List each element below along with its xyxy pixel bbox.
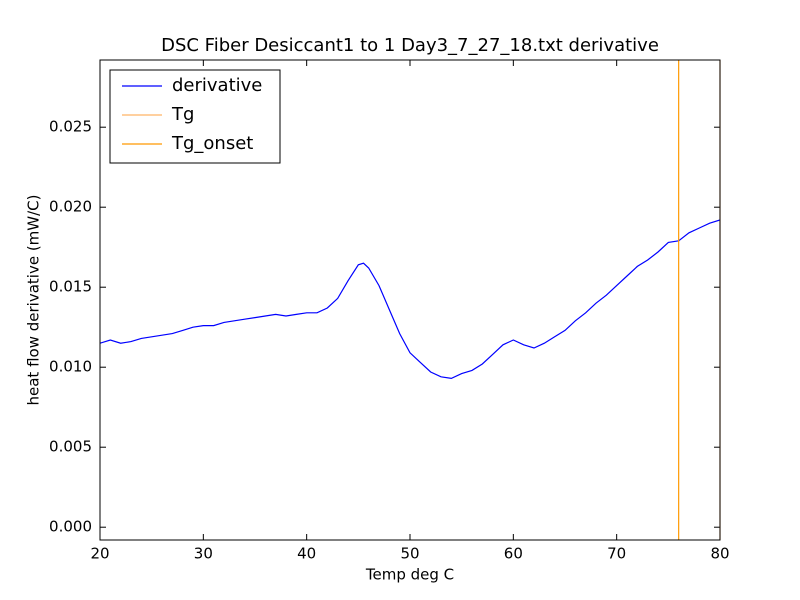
x-tick-label: 20	[90, 545, 109, 563]
chart-title: DSC Fiber Desiccant1 to 1 Day3_7_27_18.t…	[161, 35, 659, 56]
legend-label: derivative	[172, 75, 262, 96]
x-tick-label: 30	[194, 545, 213, 563]
data-line	[100, 219, 720, 380]
x-tick-label: 80	[710, 545, 729, 563]
legend-label: Tg_onset	[171, 133, 253, 154]
x-axis-label: Temp deg C	[365, 566, 454, 584]
x-tick-label: 60	[504, 545, 523, 563]
x-tick-label: 40	[297, 545, 316, 563]
y-tick-label: 0.015	[49, 278, 92, 296]
x-tick-label: 50	[400, 545, 419, 563]
y-tick-label: 0.025	[49, 118, 92, 136]
y-tick-label: 0.010	[49, 358, 92, 376]
y-tick-label: 0.020	[49, 198, 92, 216]
plot-frame	[99, 59, 721, 541]
y-tick-label: 0.005	[49, 438, 92, 456]
x-tick-label: 70	[607, 545, 626, 563]
y-axis-label: heat flow derivative (mW/C)	[25, 195, 43, 406]
y-tick-label: 0.000	[49, 518, 92, 536]
legend-label: Tg	[171, 104, 194, 125]
